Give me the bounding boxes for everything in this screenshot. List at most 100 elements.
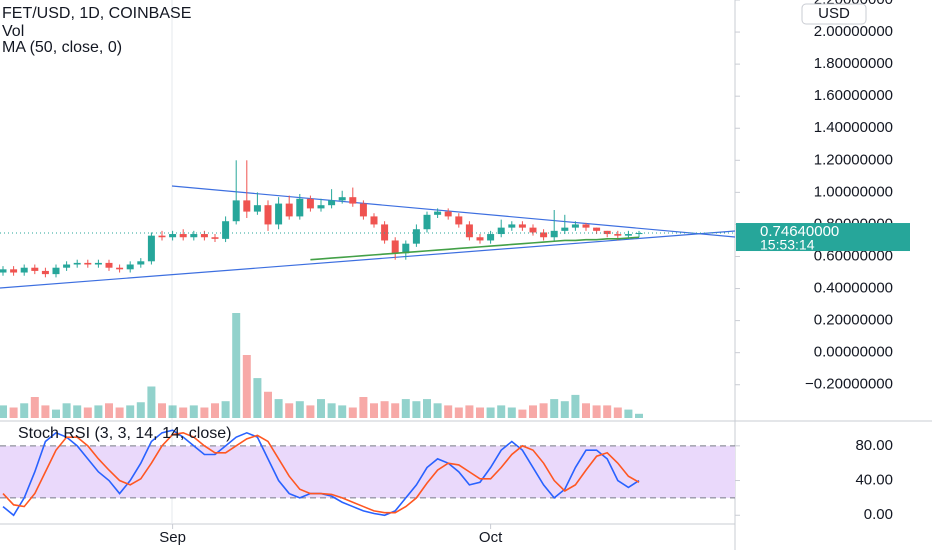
volume-bar <box>83 407 92 418</box>
volume-bar <box>189 405 198 418</box>
volume-bar <box>348 407 357 418</box>
candle-body <box>306 198 314 209</box>
currency-badge[interactable] <box>801 3 867 25</box>
candle-body <box>296 198 304 217</box>
candle-body <box>317 205 325 209</box>
volume-bar <box>635 413 643 418</box>
candle-body <box>10 269 18 273</box>
y-tick-label: 0.00000000 <box>814 344 893 361</box>
volume-bar <box>242 355 251 418</box>
trend-line <box>0 230 736 289</box>
y-tick-label: 0.20000000 <box>814 312 893 329</box>
candle-body <box>381 224 389 241</box>
stoch-title: Stoch RSI (3, 3, 14, 14, close) <box>18 425 231 442</box>
volume-bar <box>179 407 188 418</box>
candle-body <box>328 200 336 206</box>
volume-bar <box>306 405 315 418</box>
y-tick-label: 1.60000000 <box>814 87 893 104</box>
volume-bar <box>285 403 294 418</box>
volume-bar <box>105 403 113 418</box>
candle-body <box>603 230 611 235</box>
candle-body <box>73 262 81 265</box>
candle-body <box>423 214 431 230</box>
y-tick-label: 0.00 <box>864 506 893 523</box>
y-tick-label: 0.40000000 <box>814 280 893 297</box>
candle-body <box>593 227 601 231</box>
volume-bar <box>253 378 262 418</box>
volume-bar <box>592 405 601 418</box>
candle-body <box>349 197 357 204</box>
ma-line <box>310 236 640 261</box>
candle-body <box>455 216 463 225</box>
y-tick-label: 80.00 <box>855 437 893 454</box>
candle-body <box>63 264 71 268</box>
candle-body <box>200 234 208 238</box>
candle-body <box>147 235 155 262</box>
volume-bar <box>624 409 633 418</box>
candle-body <box>158 235 166 238</box>
x-tick-label: Sep <box>159 529 186 546</box>
last-price-label: 0.74640000 <box>760 223 839 240</box>
volume-bar <box>211 403 219 418</box>
volume-bar <box>550 399 559 418</box>
y-tick-label: 0.60000000 <box>814 247 893 264</box>
candle-body <box>253 205 261 212</box>
candle-body <box>497 227 505 235</box>
volume-bar <box>560 401 569 418</box>
candle-body <box>232 200 240 222</box>
candle-body <box>243 200 251 212</box>
candle-body <box>31 267 39 271</box>
candle-body <box>582 224 590 228</box>
y-tick-label: 40.00 <box>855 472 893 489</box>
candle-body <box>518 224 526 228</box>
volume-bar <box>136 402 145 418</box>
candle-body <box>550 230 558 238</box>
countdown: 15:53:14 <box>760 237 815 253</box>
candle-body <box>635 233 643 235</box>
y-tick-label: 1.20000000 <box>814 151 893 168</box>
volume-bar <box>52 409 60 418</box>
volume-bar <box>582 403 590 418</box>
trend-line <box>171 185 736 238</box>
candle-body <box>614 234 622 236</box>
candle-body <box>52 267 60 275</box>
candle-body <box>359 203 367 217</box>
volume-bar <box>41 405 50 418</box>
candle-body <box>190 234 198 238</box>
volume-bar <box>539 403 548 418</box>
y-tick-label: 1.00000000 <box>814 183 893 200</box>
volume-bar <box>94 405 103 418</box>
volume-bar <box>401 399 410 418</box>
volume-bar <box>20 403 29 418</box>
volume-bar <box>317 399 325 418</box>
candle-body <box>41 270 49 275</box>
candle-body <box>20 267 28 273</box>
volume-bar <box>115 407 124 418</box>
stoch-line <box>2 431 640 514</box>
volume-bar <box>274 399 283 418</box>
candle-body <box>391 240 399 254</box>
candle-body <box>434 211 442 215</box>
volume-bar <box>221 401 230 418</box>
volume-bar <box>571 394 580 418</box>
candle-body <box>222 221 230 239</box>
candle-body <box>529 227 537 233</box>
volume-bar <box>412 401 421 418</box>
volume-bar <box>147 386 156 418</box>
candle-body <box>508 224 516 228</box>
currency: USD <box>818 5 850 22</box>
volume-bar <box>338 405 347 418</box>
volume-bar <box>507 407 516 418</box>
candle-body <box>0 269 7 273</box>
chart-title: FET/USD, 1D, COINBASE <box>2 5 191 22</box>
volume-bar <box>0 405 7 418</box>
volume-bar <box>30 397 39 418</box>
candle-body <box>105 262 113 268</box>
volume-bar <box>158 403 166 418</box>
candle-body <box>465 224 473 238</box>
candle-body <box>84 262 92 265</box>
volume-bar <box>486 407 495 418</box>
volume-bar <box>613 407 622 418</box>
candle-body <box>94 262 102 265</box>
